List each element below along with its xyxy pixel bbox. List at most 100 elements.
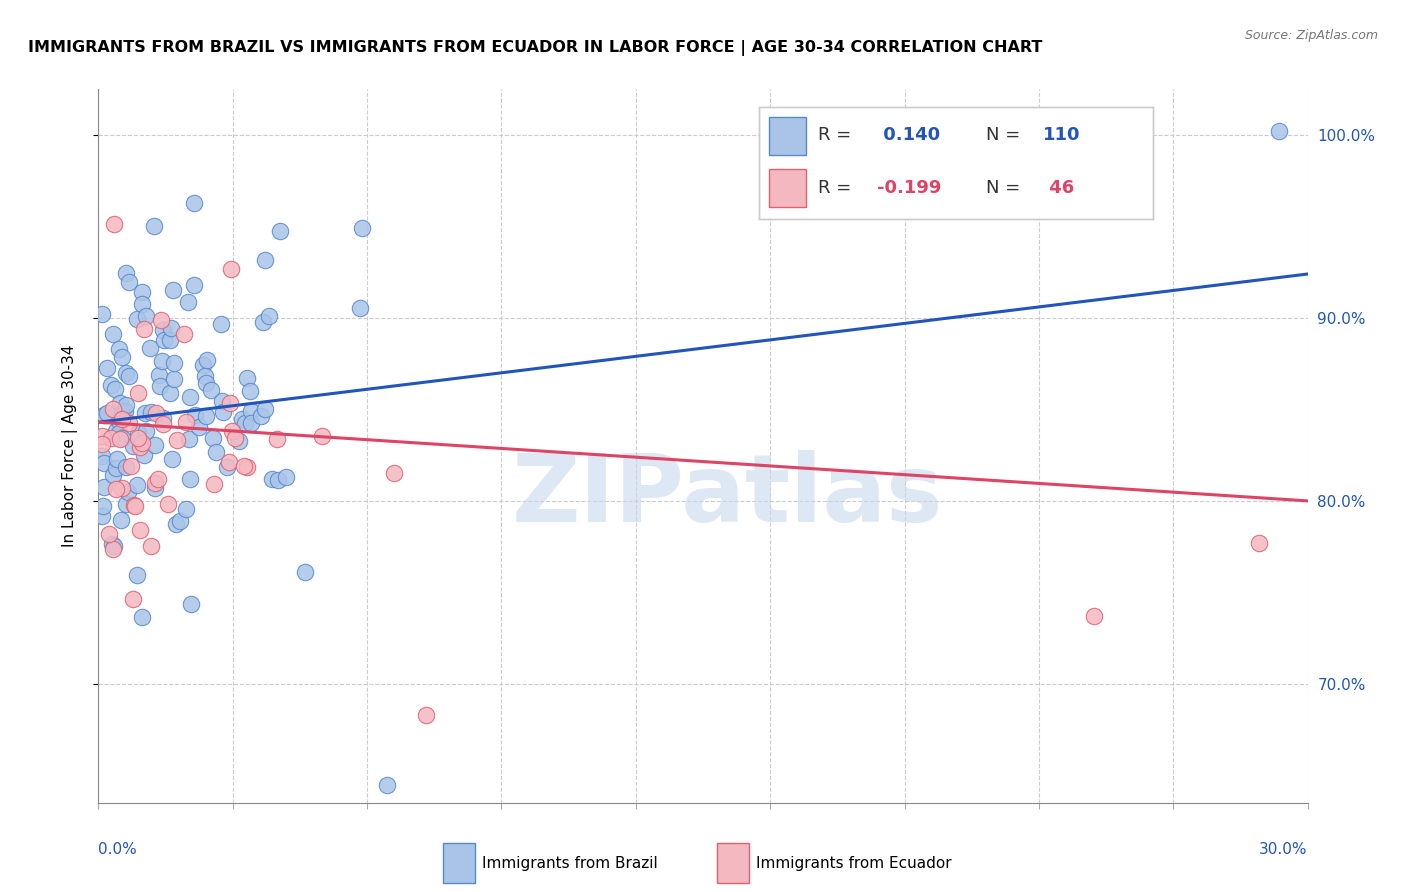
Point xyxy=(127,568,149,582)
Point xyxy=(131,436,153,450)
Point xyxy=(160,452,183,467)
Point xyxy=(179,432,201,446)
Point xyxy=(159,386,181,401)
Point xyxy=(233,416,256,430)
Point xyxy=(135,309,157,323)
Point xyxy=(103,467,125,482)
Point xyxy=(235,371,257,385)
Point xyxy=(101,326,124,341)
Point xyxy=(382,466,405,480)
Point xyxy=(131,610,153,624)
Point xyxy=(149,312,172,326)
Point xyxy=(160,321,183,335)
Point xyxy=(259,309,281,323)
Point xyxy=(165,516,187,531)
Point xyxy=(239,417,262,431)
Text: Immigrants from Brazil: Immigrants from Brazil xyxy=(481,855,658,871)
Point xyxy=(311,429,333,443)
Point xyxy=(294,565,316,579)
Point xyxy=(219,262,242,277)
Point xyxy=(114,266,136,280)
Point xyxy=(105,424,128,438)
Text: 110: 110 xyxy=(1043,127,1080,145)
Point xyxy=(143,476,166,491)
Point xyxy=(174,415,197,429)
Point xyxy=(111,481,134,495)
Point xyxy=(235,460,257,475)
Point xyxy=(194,409,217,423)
Point xyxy=(221,425,243,439)
Point xyxy=(111,431,134,445)
Point xyxy=(105,483,128,497)
Point xyxy=(101,401,124,416)
Point xyxy=(202,431,225,445)
Point xyxy=(143,481,166,495)
Point xyxy=(191,359,214,373)
Point xyxy=(111,350,134,364)
Text: 30.0%: 30.0% xyxy=(1260,842,1308,856)
Point xyxy=(139,405,162,419)
Point xyxy=(93,480,115,494)
Point xyxy=(118,275,141,289)
Point xyxy=(108,425,131,440)
Point xyxy=(132,449,155,463)
Point xyxy=(143,219,166,234)
Point xyxy=(111,411,134,425)
Point xyxy=(121,439,143,453)
Point xyxy=(260,472,283,486)
Point xyxy=(153,334,176,348)
Point xyxy=(211,394,233,409)
Point xyxy=(105,460,128,475)
Point xyxy=(224,431,246,445)
Point xyxy=(253,401,276,416)
Point xyxy=(152,323,174,337)
Point xyxy=(115,497,138,511)
Point xyxy=(120,458,142,473)
Point xyxy=(125,312,148,326)
Point xyxy=(110,513,132,527)
Point xyxy=(96,406,118,420)
Point xyxy=(169,514,191,528)
Point xyxy=(115,398,138,412)
Point xyxy=(252,315,274,329)
Point xyxy=(375,777,398,791)
Point xyxy=(349,301,371,315)
Point xyxy=(118,368,141,383)
Point xyxy=(195,353,218,368)
Point xyxy=(141,540,163,554)
Point xyxy=(218,455,240,469)
Point xyxy=(91,429,114,443)
Point xyxy=(162,283,184,297)
Point xyxy=(127,425,149,440)
Text: 0.0%: 0.0% xyxy=(98,842,138,856)
Point xyxy=(163,356,186,370)
Bar xyxy=(717,844,748,883)
Point xyxy=(150,354,173,368)
Point xyxy=(148,379,170,393)
Point xyxy=(127,478,149,492)
Point xyxy=(110,396,132,410)
Point xyxy=(179,390,201,404)
Point xyxy=(134,406,156,420)
Point xyxy=(350,221,373,235)
Point xyxy=(117,484,139,499)
Point xyxy=(177,294,200,309)
Point xyxy=(91,449,114,463)
Point xyxy=(93,457,115,471)
Text: N =: N = xyxy=(986,179,1025,197)
Point xyxy=(114,403,136,417)
Point xyxy=(205,445,228,459)
Point xyxy=(105,451,128,466)
Point xyxy=(124,498,146,512)
FancyBboxPatch shape xyxy=(769,117,807,155)
Text: 46: 46 xyxy=(1043,179,1074,197)
Point xyxy=(1083,609,1105,624)
Point xyxy=(183,196,205,211)
Point xyxy=(266,433,288,447)
Text: N =: N = xyxy=(986,127,1025,145)
Point xyxy=(159,333,181,347)
Point xyxy=(108,414,131,428)
Y-axis label: In Labor Force | Age 30-34: In Labor Force | Age 30-34 xyxy=(62,344,77,548)
Point xyxy=(91,437,114,451)
Point xyxy=(97,527,120,541)
